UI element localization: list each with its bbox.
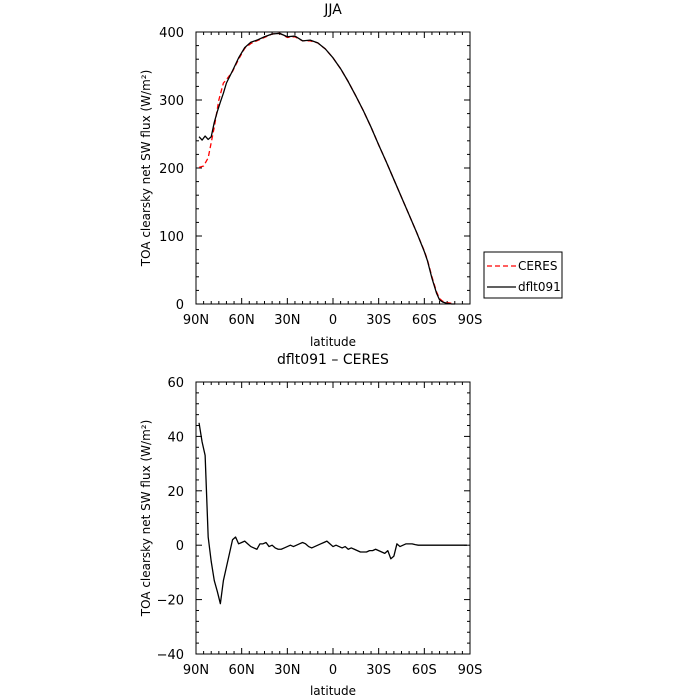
x-tick-label: 30N	[274, 313, 300, 328]
x-tick-label: 0	[329, 313, 337, 328]
x-tick-label: 90N	[183, 663, 209, 678]
legend-label-dflt091: dflt091	[518, 280, 561, 294]
top-chart-plot-frame	[195, 31, 471, 305]
bottom-chart-y-axis-label: TOA clearsky net SW flux (W/m²)	[139, 420, 153, 618]
x-tick-label: 90N	[183, 313, 209, 328]
top-chart-legend: CERES dflt091	[483, 251, 563, 299]
x-tick-label: 30S	[366, 663, 391, 678]
top-chart-title: JJA	[323, 2, 342, 18]
x-tick-label: 90S	[458, 313, 483, 328]
series-line-ceres	[198, 32, 455, 305]
y-tick-label: 100	[159, 230, 184, 245]
bottom-chart-panel: dflt091 – CERES 90N 60N 30N 0 30S 60S 90S −40 −2…	[139, 352, 482, 698]
x-tick-label: 60N	[229, 663, 255, 678]
legend-label-ceres: CERES	[518, 259, 558, 273]
y-tick-label: −20	[157, 594, 184, 609]
top-chart-tick-labels: 90N 60N 30N 0 30S 60S 90S 0 100 200 300 400	[159, 26, 482, 328]
bottom-chart-grid-ticks	[195, 381, 471, 655]
y-tick-label: 200	[159, 162, 184, 177]
y-tick-label: 400	[159, 26, 184, 41]
legend-box	[483, 251, 563, 299]
x-tick-label: 30S	[366, 313, 391, 328]
x-tick-label: 60S	[412, 663, 437, 678]
x-tick-label: 0	[329, 663, 337, 678]
bottom-chart-plot-frame	[195, 381, 471, 655]
top-chart-y-axis-label: TOA clearsky net SW flux (W/m²)	[139, 70, 153, 268]
top-chart-series	[198, 32, 455, 305]
series-line-difference	[198, 422, 467, 605]
bottom-chart-title: dflt091 – CERES	[277, 352, 389, 368]
top-chart-panel: JJA 90N 60N 30N 0 30S 60S 90S 0 100 200 300 400 lat…	[139, 2, 563, 349]
x-tick-label: 90S	[458, 663, 483, 678]
bottom-chart-x-axis-label: latitude	[310, 684, 356, 698]
bottom-chart-tick-labels: 90N 60N 30N 0 30S 60S 90S −40 −20 0 20 40 60	[157, 376, 483, 678]
y-tick-label: 0	[176, 539, 184, 554]
y-tick-label: −40	[157, 648, 184, 663]
y-tick-label: 20	[167, 485, 184, 500]
series-line-dflt091	[198, 32, 455, 305]
x-tick-label: 30N	[274, 663, 300, 678]
x-tick-label: 60N	[229, 313, 255, 328]
y-tick-label: 300	[159, 94, 184, 109]
x-tick-label: 60S	[412, 313, 437, 328]
y-tick-label: 0	[176, 298, 184, 313]
y-tick-label: 40	[167, 430, 184, 445]
y-tick-label: 60	[167, 376, 184, 391]
bottom-chart-series	[198, 422, 467, 605]
top-chart-x-axis-label: latitude	[310, 335, 356, 349]
